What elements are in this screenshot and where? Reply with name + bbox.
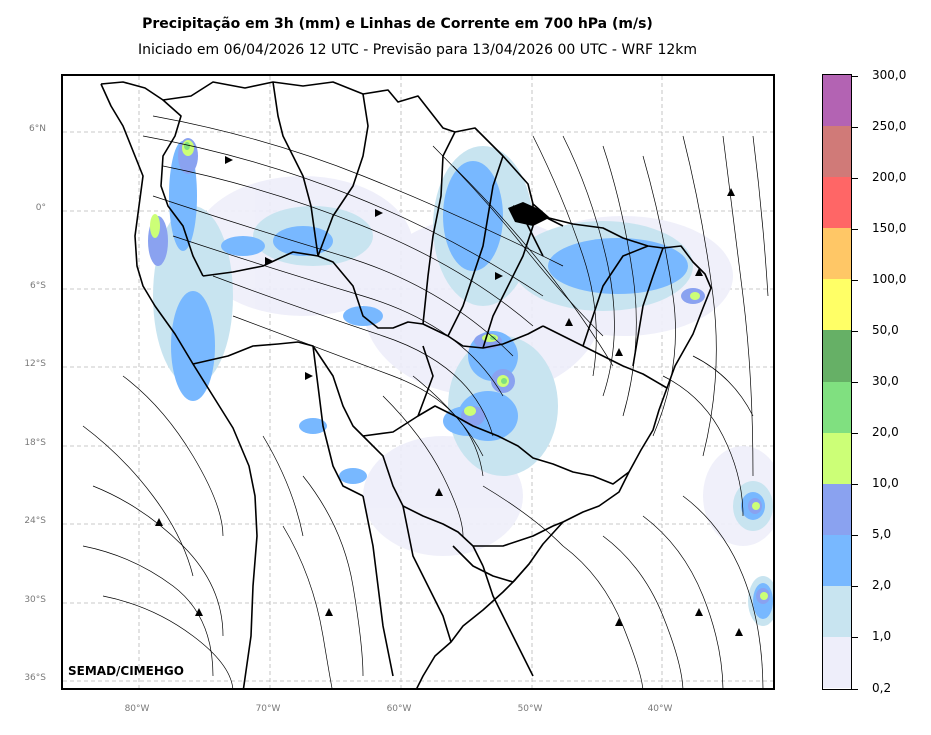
- colorbar-segment: [823, 177, 851, 229]
- colorbar-segment: [823, 279, 851, 331]
- colorbar-tick-label: 30,0: [872, 374, 899, 388]
- colorbar-segment: [823, 432, 851, 485]
- colorbar-tick: [852, 228, 858, 230]
- map-canvas: [63, 76, 773, 688]
- colorbar-segment: [823, 75, 851, 127]
- colorbar-tick-label: 250,0: [872, 118, 907, 133]
- colorbar-tick: [852, 484, 858, 486]
- colorbar-tick: [852, 75, 858, 77]
- colorbar-tick: [852, 535, 858, 537]
- colorbar-tick-label: 20,0: [872, 425, 899, 440]
- colorbar-tick: [852, 586, 858, 588]
- lat-tick-label: 30°S: [24, 595, 46, 605]
- colorbar-tick: [852, 433, 858, 435]
- lon-tick-label: 80°W: [124, 704, 150, 714]
- colorbar-tick: [852, 279, 858, 281]
- lat-tick-label: 36°S: [24, 673, 46, 683]
- colorbar-tick: [852, 177, 858, 179]
- colorbar-tick: [852, 637, 858, 639]
- lat-tick-label: 24°S: [24, 516, 46, 526]
- lon-tick-label: 70°W: [255, 704, 281, 714]
- map-subtitle: Iniciado em 06/04/2026 12 UTC - Previsão…: [137, 42, 698, 58]
- colorbar-tick-label: 5,0: [872, 527, 892, 542]
- lat-tick-label: 6°S: [30, 281, 46, 291]
- streamlines: [82, 115, 769, 688]
- colorbar-tick: [852, 688, 858, 690]
- colorbar-tick-label: 300,0: [872, 67, 907, 82]
- lat-tick-label: 6°N: [29, 124, 46, 134]
- map-panel: [61, 74, 775, 690]
- lat-tick-label: 12°S: [24, 359, 46, 369]
- colorbar-tick-label: 2,0: [872, 578, 892, 593]
- colorbar-segment: [823, 126, 851, 178]
- colorbar-segment: [823, 636, 851, 689]
- colorbar-tick-label: 50,0: [872, 322, 899, 337]
- streamline-arrows: [155, 156, 743, 636]
- colorbar-tick-label: 10,0: [872, 476, 899, 491]
- colorbar-tick-label: 150,0: [872, 220, 907, 235]
- colorbar-tick-label: 0,2: [872, 680, 892, 695]
- lon-tick-label: 50°W: [517, 704, 543, 714]
- colorbar-segment: [823, 534, 851, 587]
- colorbar-tick: [852, 126, 858, 128]
- colorbar-segment: [823, 585, 851, 638]
- marajo-island: [508, 202, 549, 226]
- lat-tick-label: 18°S: [24, 438, 46, 448]
- credit-label: SEMAD/CIMEHGO: [68, 664, 184, 678]
- map-title: Precipitação em 3h (mm) e Linhas de Corr…: [142, 16, 653, 32]
- lat-tick-label: 0°: [35, 203, 46, 213]
- colorbar-segment: [823, 483, 851, 536]
- colorbar-tick-label: 100,0: [872, 271, 907, 286]
- colorbar: [822, 74, 852, 690]
- colorbar-tick: [852, 382, 858, 383]
- lon-tick-label: 40°W: [647, 704, 673, 714]
- colorbar-tick-label: 1,0: [872, 629, 892, 644]
- colorbar-tick: [852, 330, 858, 332]
- lon-tick-label: 60°W: [386, 704, 412, 714]
- colorbar-tick-label: 200,0: [872, 169, 907, 184]
- colorbar-segment: [823, 381, 851, 434]
- colorbar-segment: [823, 228, 851, 280]
- political-borders: [100, 81, 712, 688]
- colorbar-segment: [823, 330, 851, 382]
